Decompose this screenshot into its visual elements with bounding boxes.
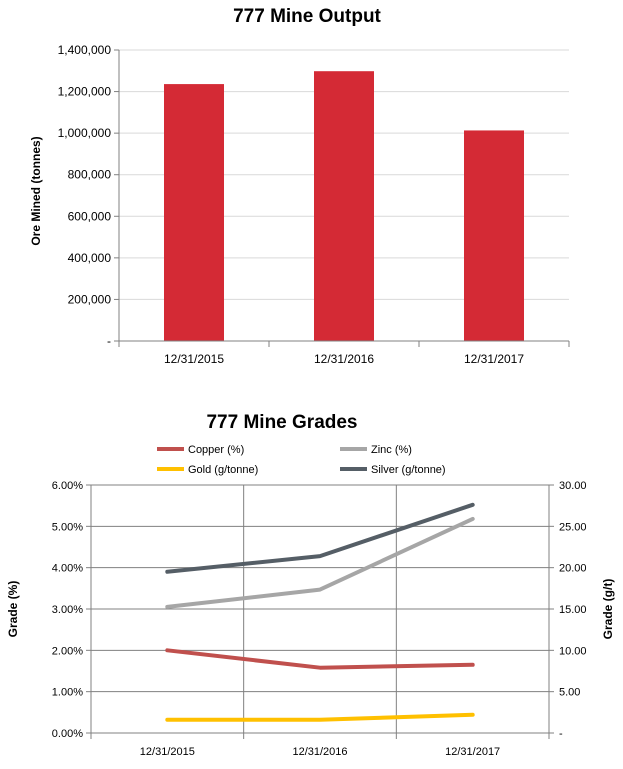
bar-chart: 777 Mine Output - 200,000 400,000 600,000 80… [29,6,570,366]
line-y-tick-label: 4.00% [52,563,83,575]
legend-label: Silver (g/tonne) [371,464,446,476]
bar-chart-x-ticks: 12/31/2015 12/31/2016 12/31/2017 [118,341,570,366]
line-y-tick-label: 2.00% [52,645,83,657]
bar-y-tick-label: 800,000 [68,168,112,182]
line-y2-tick-label: 25.00 [559,521,587,533]
line-chart-y2-axis-title: Grade (g/t) [601,579,615,640]
line-chart-axes [90,485,550,734]
line-y2-tick-label: 30.00 [559,480,587,492]
legend-label: Zinc (%) [371,444,412,456]
line-chart-x-ticks: 12/31/2015 12/31/2016 12/31/2017 [90,485,550,758]
bar-y-tick-label: 1,000,000 [58,126,112,140]
bar [314,71,374,342]
bar [464,130,524,341]
legend-label: Copper (%) [188,444,244,456]
bar-x-tick-label: 12/31/2016 [314,352,374,366]
bar-x-tick-label: 12/31/2017 [464,352,524,366]
series-line [165,502,475,574]
line-chart-right-y-ticks: - 5.00 10.00 15.00 20.00 25.00 30.00 [549,480,587,740]
line-y2-tick-label: 10.00 [559,645,587,657]
bar-chart-title: 777 Mine Output [233,6,381,27]
line-y2-tick-label: 15.00 [559,604,587,616]
bar-y-tick-label: 1,200,000 [58,85,112,99]
bar-y-tick-label: 200,000 [68,292,112,306]
line-chart-series [165,502,475,722]
bar-chart-y-ticks: - 200,000 400,000 600,000 800,000 1,000,000 1,… [58,43,119,348]
bar-chart-bars [164,71,524,342]
series-line [165,712,475,722]
line-chart-gridlines [91,484,549,734]
line-y2-tick-label: 20.00 [559,563,587,575]
line-chart: 777 Mine Grades Copper (%) Zinc (%) Gold (… [6,412,615,758]
legend-label: Gold (g/tonne) [188,464,258,476]
line-x-tick-label: 12/31/2015 [140,746,195,758]
bar [164,84,224,342]
line-chart-legend: Copper (%) Zinc (%) Gold (g/tonne) Silver (… [157,444,446,476]
line-y-tick-label: 6.00% [52,480,83,492]
line-y2-tick-label: 5.00 [559,687,580,699]
line-y2-tick-label: - [559,728,563,740]
bar-y-tick-label: 400,000 [68,251,112,265]
line-chart-y-axis-title: Grade (%) [6,581,20,638]
bar-y-tick-label: 1,400,000 [58,43,112,57]
line-chart-title: 777 Mine Grades [206,412,357,433]
bar-chart-axes [118,50,569,342]
line-y-tick-label: 0.00% [52,728,83,740]
bar-x-tick-label: 12/31/2015 [164,352,224,366]
line-y-tick-label: 3.00% [52,604,83,616]
line-chart-left-y-ticks: 0.00% 1.00% 2.00% 3.00% 4.00% 5.00% 6.00% [52,480,91,740]
bar-y-tick-label: 600,000 [68,209,112,223]
line-x-tick-label: 12/31/2017 [445,746,500,758]
bar-chart-y-axis-title: Ore Mined (tonnes) [29,136,43,245]
bar-y-tick-label: - [107,334,111,348]
line-y-tick-label: 1.00% [52,687,83,699]
series-line [165,648,475,670]
series-line [165,516,475,609]
line-x-tick-label: 12/31/2016 [292,746,347,758]
line-y-tick-label: 5.00% [52,521,83,533]
